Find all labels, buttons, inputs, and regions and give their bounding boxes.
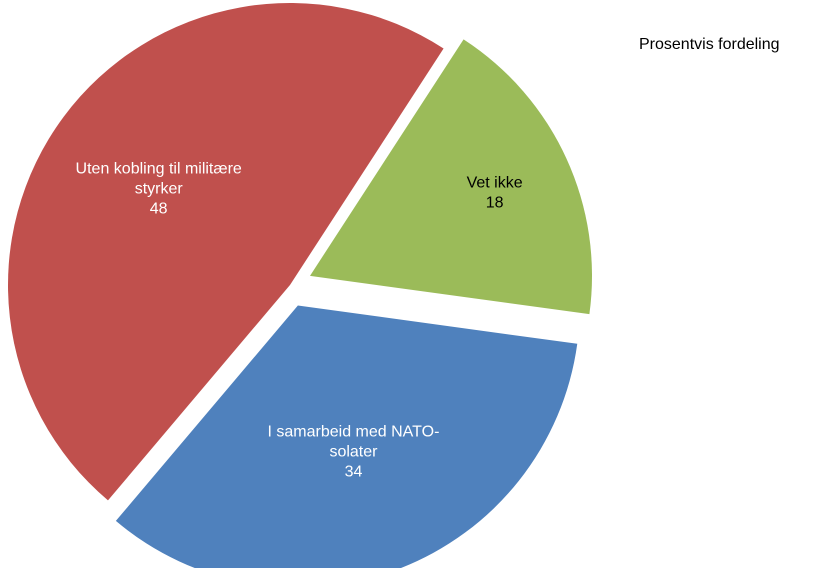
slice-category: Uten kobling til militære (76, 160, 242, 177)
pie-slice (310, 39, 593, 315)
pie-slice (115, 305, 578, 568)
slice-category: Vet ikke (467, 174, 523, 191)
slice-value: 18 (486, 194, 504, 211)
slice-value: 34 (345, 463, 363, 480)
pie-slice-label: Vet ikke 18 (467, 174, 523, 211)
pie-labels: Vet ikke 18 I samarbeid med NATO-solater 34… (76, 160, 523, 480)
pie-slice-label: I samarbeid med NATO-solater 34 (268, 423, 440, 480)
slice-category: styrker (135, 180, 184, 197)
slice-value: 48 (150, 200, 168, 217)
pie-slice-label: Uten kobling til militære styrker 48 (76, 160, 242, 217)
pie-slice (8, 3, 444, 501)
pie-slices (8, 3, 593, 568)
legend-title: Prosentvis fordeling (639, 36, 780, 53)
slice-category: solater (329, 443, 378, 460)
slice-category: I samarbeid med NATO- (268, 423, 440, 440)
